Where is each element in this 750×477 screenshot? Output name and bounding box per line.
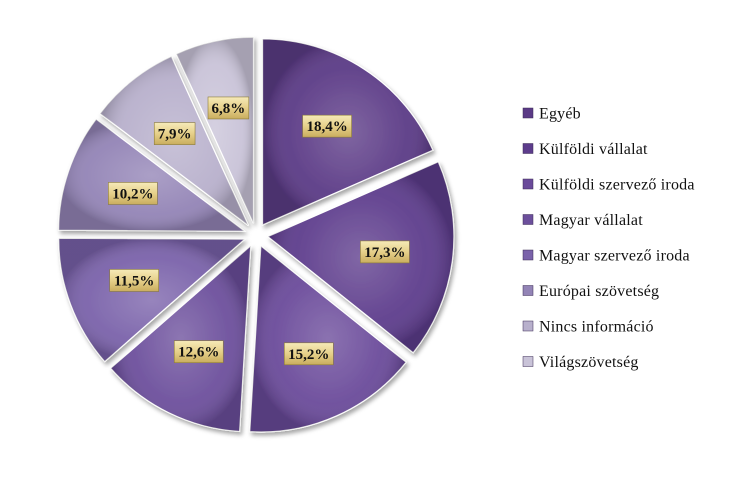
legend-swatch — [522, 107, 534, 119]
data-label-vilagszovetseg: 6,8% — [207, 96, 250, 120]
legend-swatch — [522, 214, 534, 225]
legend-label: Külföldi szervező iroda — [539, 177, 695, 194]
data-label-text: 17,3% — [364, 245, 405, 261]
legend-label: Magyar szervező iroda — [539, 248, 690, 265]
legend-swatch — [522, 285, 534, 296]
pie-slice-sheen — [58, 238, 245, 362]
data-label-text: 12,6% — [178, 345, 219, 361]
pie-slice-sheen — [176, 37, 254, 224]
data-label-kulfoldi-vallalat: 17,3% — [360, 240, 410, 264]
legend-item-egyeb: Egyéb — [522, 106, 581, 123]
legend-item-vilagszovetseg: Világszövetség — [522, 354, 639, 371]
data-label-text: 10,2% — [112, 186, 153, 202]
data-label-text: 6,8% — [212, 101, 246, 117]
data-label-box — [153, 122, 196, 145]
pie-slice-magyar-szervezo-iroda — [58, 237, 247, 363]
pie-slice-kulfoldi-szervezo-iroda — [249, 244, 407, 433]
legend-item-kulfoldi-vallalat: Külföldi vállalat — [522, 141, 648, 158]
legend-swatch — [522, 356, 534, 367]
slices-layer — [58, 36, 455, 433]
legend: Egyéb Külföldi vállalat Külföldi szervező … — [522, 106, 695, 371]
data-label-box — [360, 240, 410, 264]
data-label-kulfoldi-szervezo-iroda: 15,2% — [284, 342, 334, 366]
legend-item-nincs-informacio: Nincs információ — [522, 319, 654, 336]
legend-label: Magyar vállalat — [539, 212, 643, 229]
legend-swatch — [522, 143, 534, 154]
data-label-magyar-szervezo-iroda: 11,5% — [109, 269, 159, 292]
data-label-box — [302, 114, 352, 138]
legend-label: Európai szövetség — [539, 283, 659, 300]
legend-swatch — [522, 178, 534, 190]
pie-slice-europai-szovetseg — [58, 118, 247, 232]
data-label-text: 15,2% — [288, 347, 329, 363]
pie-slice-sheen — [110, 245, 251, 432]
data-label-box — [284, 342, 334, 366]
data-label-magyar-vallalat: 12,6% — [173, 340, 224, 364]
data-label-text: 11,5% — [114, 273, 154, 289]
data-label-box — [173, 340, 224, 364]
data-label-europai-szovetseg: 10,2% — [108, 182, 158, 205]
legend-label: Világszövetség — [539, 354, 639, 371]
legend-item-kulfoldi-szervezo-iroda: Külföldi szervező iroda — [522, 177, 695, 194]
pie-slice-vilagszovetseg — [175, 36, 255, 224]
legend-swatch — [522, 249, 534, 261]
data-label-text: 7,9% — [158, 127, 192, 143]
pie-slice-magyar-vallalat — [109, 244, 252, 433]
data-label-egyeb: 18,4% — [302, 114, 352, 138]
data-label-nincs-informacio: 7,9% — [153, 122, 196, 145]
legend-swatch — [522, 320, 534, 332]
legend-item-magyar-vallalat: Magyar vállalat — [522, 212, 643, 229]
legend-item-magyar-szervezo-iroda: Magyar szervező iroda — [522, 248, 690, 265]
data-label-box — [207, 96, 250, 120]
legend-label: Egyéb — [539, 106, 581, 123]
data-label-text: 18,4% — [306, 119, 347, 135]
data-label-box — [109, 269, 159, 292]
labels-layer: 18,4% 17,3% 15,2% 12,6% 11,5% 10,2% 7,9% 6,8% — [108, 96, 410, 366]
pie-slice-sheen — [58, 119, 245, 232]
legend-label: Külföldi vállalat — [539, 141, 648, 158]
legend-label: Nincs információ — [539, 319, 654, 336]
pie-slice-sheen — [249, 245, 407, 432]
legend-item-europai-szovetseg: Európai szövetség — [522, 283, 659, 300]
data-label-box — [108, 182, 158, 205]
